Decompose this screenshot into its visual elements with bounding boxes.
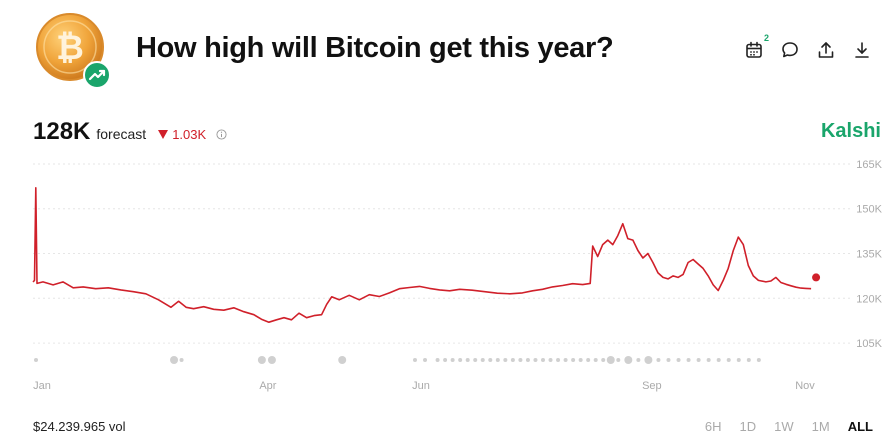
- timeline-marker: [473, 358, 478, 362]
- timeline-marker: [267, 356, 276, 364]
- timeline-marker: [624, 356, 633, 364]
- y-tick-label: 120K: [856, 293, 882, 305]
- timeline-marker: [465, 358, 470, 362]
- timeline-marker: [450, 358, 455, 362]
- timeline-marker: [578, 358, 583, 362]
- x-tick-label: Jan: [33, 380, 51, 392]
- bitcoin-coin-icon: ₿: [33, 10, 113, 90]
- market-header: ₿ How high will Bitcoin get this year? 2: [0, 0, 893, 100]
- price-chart[interactable]: 165K 150K 135K 120K 105K Jan Apr Jun Sep Nov: [0, 145, 893, 400]
- forecast-stats: 128K forecast 1.03K: [33, 118, 227, 146]
- chart-footer: $24.239.965 vol 6H 1D 1W 1M ALL: [0, 410, 893, 440]
- current-price-dot: [812, 273, 821, 282]
- timeline-marker: [257, 356, 266, 364]
- timeline-marker: [435, 358, 440, 362]
- timeline-marker: [746, 358, 751, 362]
- timeline-marker: [756, 358, 761, 362]
- y-tick-label: 135K: [856, 249, 882, 261]
- range-1w[interactable]: 1W: [774, 419, 794, 434]
- y-tick-label: 150K: [856, 204, 882, 216]
- x-tick-label: Jun: [412, 380, 430, 392]
- calendar-count-badge: 2: [763, 33, 769, 43]
- timeline-marker: [488, 358, 493, 362]
- x-tick-label: Sep: [642, 380, 662, 392]
- timeline-marker: [593, 358, 598, 362]
- header-actions: 2: [743, 33, 873, 62]
- comment-icon: [782, 42, 798, 58]
- timeline-marker: [676, 358, 681, 362]
- timeline-marker: [443, 358, 448, 362]
- timeline-marker: [556, 358, 561, 362]
- forecast-value: 128K: [33, 118, 91, 145]
- timeline-marker: [338, 356, 347, 364]
- timeline-marker: [606, 356, 615, 364]
- y-tick-label: 165K: [856, 159, 882, 171]
- share-icon: [818, 42, 834, 58]
- timeline-marker: [170, 356, 179, 364]
- svg-text:₿: ₿: [56, 29, 84, 67]
- timeline-marker: [686, 358, 691, 362]
- timeline-marker: [525, 358, 530, 362]
- range-1m[interactable]: 1M: [811, 419, 830, 434]
- timeline-marker: [636, 358, 641, 362]
- timeline-marker: [480, 358, 485, 362]
- time-range-selector: 6H 1D 1W 1M ALL: [705, 419, 873, 434]
- timeline-marker: [726, 358, 731, 362]
- comment-button[interactable]: [779, 39, 801, 61]
- volume-label: $24.239.965 vol: [33, 419, 126, 434]
- timeline-marker: [571, 358, 576, 362]
- forecast-change-value: 1.03K: [172, 127, 207, 142]
- timeline-marker: [503, 358, 508, 362]
- forecast-label: forecast: [96, 126, 147, 142]
- range-all[interactable]: ALL: [847, 419, 873, 434]
- trending-up-icon: [83, 61, 111, 89]
- timeline-marker: [586, 358, 591, 362]
- y-tick-label: 105K: [856, 338, 882, 350]
- calendar-button[interactable]: 2: [743, 33, 769, 61]
- timeline-marker: [563, 358, 568, 362]
- timeline-marker: [736, 358, 741, 362]
- price-line: [32, 187, 812, 323]
- timeline-marker: [601, 358, 606, 362]
- timeline-marker: [706, 358, 711, 362]
- timeline-marker: [696, 358, 701, 362]
- timeline-marker: [616, 358, 621, 362]
- timeline-marker: [540, 358, 545, 362]
- timeline-marker: [656, 358, 661, 362]
- range-1d[interactable]: 1D: [739, 419, 757, 434]
- forecast-change: 1.03K: [158, 127, 206, 142]
- timeline-marker: [716, 358, 721, 362]
- timeline-marker: [644, 356, 653, 364]
- timeline-marker: [548, 358, 553, 362]
- down-arrow-icon: [158, 130, 169, 139]
- x-tick-label: Apr: [259, 380, 276, 392]
- timeline-marker: [34, 358, 38, 362]
- timeline-marker: [412, 358, 417, 362]
- download-icon: [855, 42, 869, 58]
- x-tick-label: Nov: [795, 380, 815, 392]
- range-6h[interactable]: 6H: [704, 419, 722, 434]
- timeline-marker: [533, 358, 538, 362]
- timeline-marker: [666, 358, 671, 362]
- timeline-marker: [423, 358, 428, 362]
- share-button[interactable]: [815, 39, 837, 61]
- calendar-icon: [746, 41, 762, 58]
- info-icon[interactable]: [216, 129, 227, 142]
- download-button[interactable]: [851, 39, 873, 61]
- timeline-marker: [518, 358, 523, 362]
- timeline-marker: [458, 358, 463, 362]
- kalshi-brand[interactable]: Kalshi: [820, 120, 881, 142]
- market-title: How high will Bitcoin get this year?: [136, 32, 614, 64]
- timeline-marker: [495, 358, 500, 362]
- timeline-marker: [510, 358, 515, 362]
- timeline-marker: [179, 358, 184, 362]
